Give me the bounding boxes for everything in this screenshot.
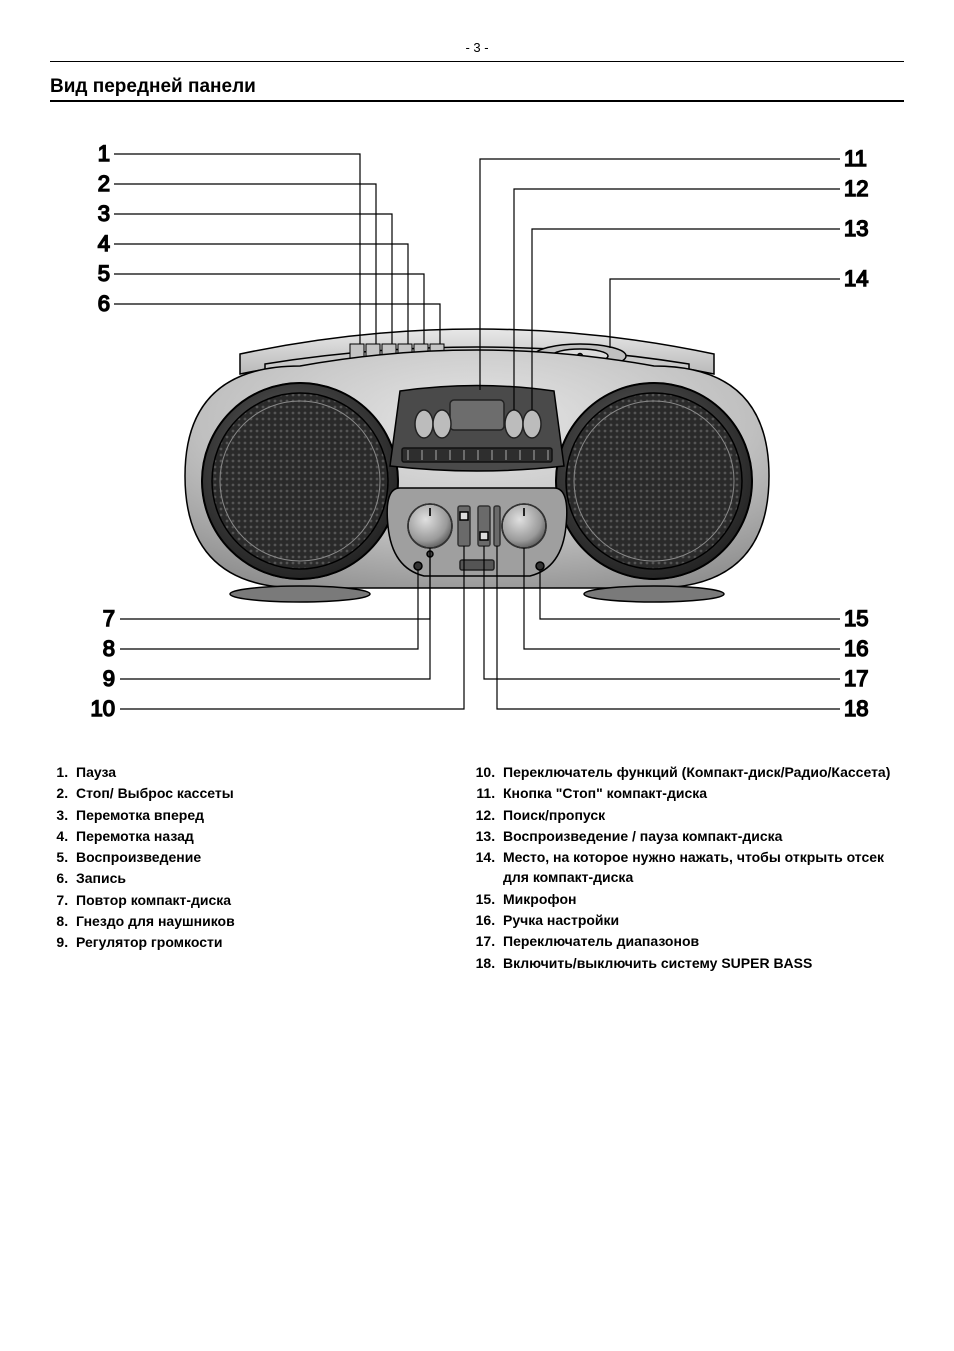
mic [536, 562, 544, 570]
callout-3: 3 [98, 201, 110, 226]
lower-panel [387, 488, 567, 576]
boombox-body [185, 329, 769, 602]
note-5: Воспроизведение [72, 847, 477, 867]
top-rule [50, 61, 904, 62]
callout-8: 8 [103, 636, 115, 661]
cd-stop-button [415, 410, 433, 438]
callout-9: 9 [103, 666, 115, 691]
note-10: Переключатель функций (Компакт-диск/Ради… [499, 762, 904, 782]
callouts-left-top: 1 2 3 4 5 6 [98, 141, 110, 316]
note-2: Стоп/ Выброс кассеты [72, 783, 477, 803]
left-speaker [202, 383, 398, 579]
note-8: Гнездо для наушников [72, 911, 477, 931]
callout-17: 17 [844, 666, 868, 691]
right-speaker [556, 383, 752, 579]
callouts-right-top: 11 12 13 14 [844, 146, 868, 291]
note-16: Ручка настройки [499, 910, 904, 930]
note-7: Повтор компакт-диска [72, 890, 477, 910]
callout-11: 11 [844, 146, 867, 171]
callout-1: 1 [98, 141, 110, 166]
callout-18: 18 [844, 696, 868, 721]
callouts-left-bottom: 7 8 9 10 [91, 606, 115, 721]
manual-page: - 3 - Вид передней панели [0, 0, 954, 1351]
cd-skip-button [505, 410, 523, 438]
headphone-jack [414, 562, 422, 570]
cassette-door [460, 560, 494, 570]
title-rule [50, 100, 904, 102]
note-12: Поиск/пропуск [499, 805, 904, 825]
note-3: Перемотка вперед [72, 805, 477, 825]
callout-legend: Пауза Стоп/ Выброс кассеты Перемотка впе… [50, 762, 904, 974]
bass-switch [494, 506, 500, 546]
note-9: Регулятор громкости [72, 932, 477, 952]
callout-16: 16 [844, 636, 868, 661]
note-15: Микрофон [499, 889, 904, 909]
callout-14: 14 [844, 266, 868, 291]
callouts-right-bottom: 15 16 17 18 [844, 606, 868, 721]
note-17: Переключатель диапазонов [499, 931, 904, 951]
note-1: Пауза [72, 762, 477, 782]
callout-15: 15 [844, 606, 868, 631]
note-18: Включить/выключить систему SUPER BASS [499, 953, 904, 973]
callout-10: 10 [91, 696, 115, 721]
note-13: Воспроизведение / пауза компакт-диска [499, 826, 904, 846]
callout-4: 4 [98, 231, 110, 256]
center-console [390, 386, 564, 472]
callout-2: 2 [98, 171, 110, 196]
page-number: - 3 - [50, 40, 904, 55]
cd-play-button [523, 410, 541, 438]
callout-7: 7 [103, 606, 115, 631]
front-panel-diagram: 1 2 3 4 5 6 7 8 9 10 11 12 13 14 [50, 116, 904, 736]
note-11: Кнопка "Стоп" компакт-диска [499, 783, 904, 803]
note-6: Запись [72, 868, 477, 888]
note-4: Перемотка назад [72, 826, 477, 846]
callout-13: 13 [844, 216, 868, 241]
callout-5: 5 [98, 261, 110, 286]
callout-6: 6 [98, 291, 110, 316]
callout-12: 12 [844, 176, 868, 201]
note-14: Место, на которое нужно нажать, чтобы от… [499, 847, 904, 888]
section-title: Вид передней панели [50, 76, 904, 98]
